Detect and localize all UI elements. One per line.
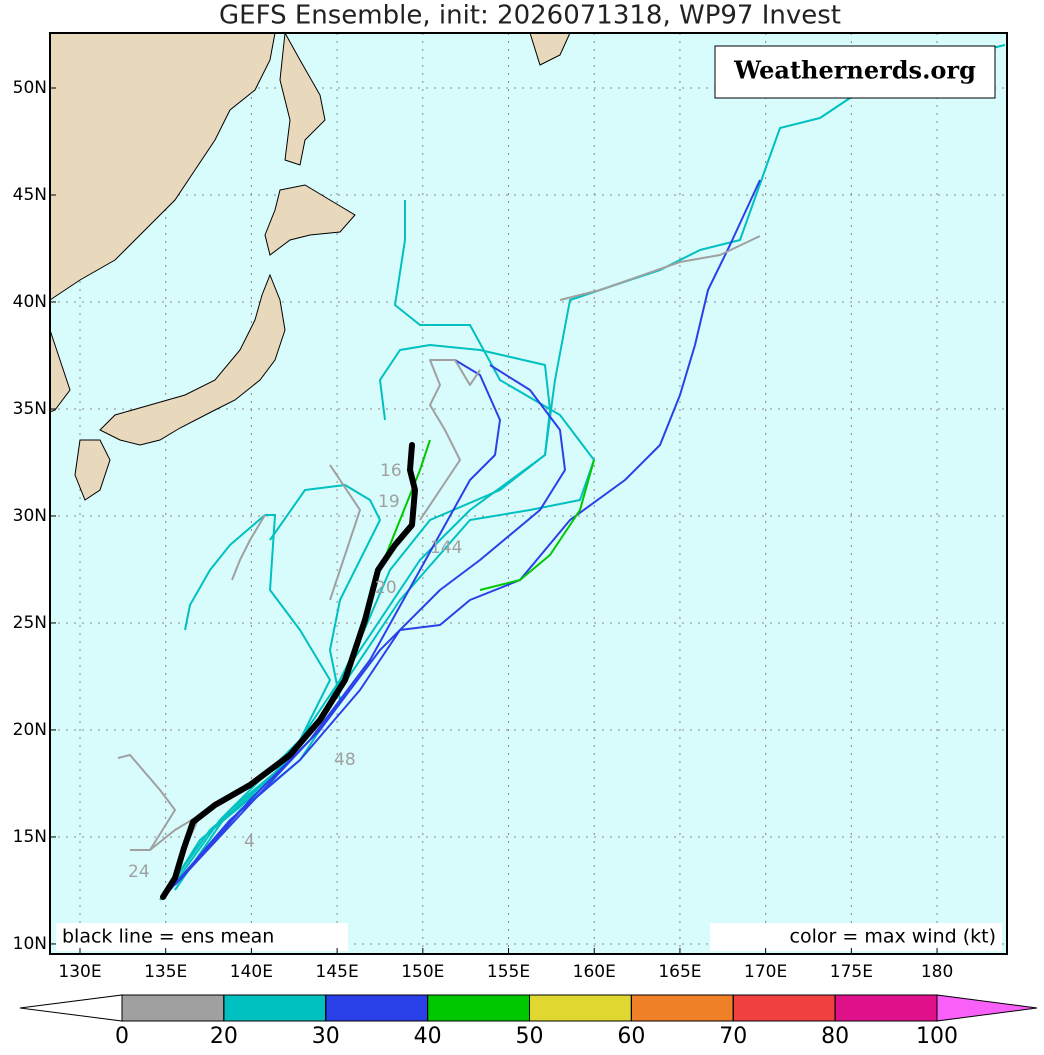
watermark: Weathernerds.org (733, 56, 976, 85)
ocean (50, 33, 1007, 954)
x-tick-label: 145E (316, 962, 359, 982)
track-label: 4 (244, 832, 255, 852)
x-tick-label: 165E (658, 962, 701, 982)
colorbar-segment (834, 994, 938, 1022)
x-tick-label: 160E (573, 962, 616, 982)
x-tick-label: 155E (487, 962, 530, 982)
x-tick-label: 140E (230, 962, 273, 982)
x-tick-label: 135E (144, 962, 187, 982)
colorbar-label: 60 (617, 1024, 645, 1049)
land (49, 31, 571, 501)
colorbar-segment (427, 994, 530, 1022)
colorbar-label: 100 (916, 1024, 958, 1049)
y-tick-label: 20N (13, 720, 47, 740)
note-right: color = max wind (kt) (790, 926, 996, 948)
track-label: 19 (378, 492, 400, 512)
note-box (710, 923, 1002, 951)
track-label: 16 (380, 461, 402, 481)
note-left: black line = ens mean (62, 926, 274, 948)
y-tick-label: 40N (13, 292, 47, 312)
y-tick-label: 10N (13, 934, 47, 954)
y-tick-label: 50N (13, 78, 47, 98)
y-tick-label: 45N (13, 185, 47, 205)
colorbar-label: 80 (821, 1024, 849, 1049)
x-tick-label: 170E (744, 962, 787, 982)
x-tick-label: 150E (401, 962, 444, 982)
track-labels: 16 19 144 20 48 24 4 (128, 461, 462, 882)
track-label: 20 (375, 578, 397, 598)
y-tick-label: 30N (13, 506, 47, 526)
ensemble-mean-track (160, 442, 418, 900)
watermark-box (714, 45, 996, 99)
colorbar-segment (325, 994, 429, 1022)
y-tick-label: 15N (13, 827, 47, 847)
track-label: 24 (128, 862, 150, 882)
x-tick-label: 175E (830, 962, 873, 982)
y-tick-label: 35N (13, 399, 47, 419)
colorbar-label: 50 (516, 1024, 544, 1049)
colorbar-label: 40 (414, 1024, 442, 1049)
map-frame (49, 32, 1008, 955)
colorbar-segment (630, 994, 734, 1022)
title: GEFS Ensemble, init: 2026071318, WP97 In… (219, 1, 841, 31)
colorbar-segment (732, 994, 836, 1022)
colorbar-label: 30 (312, 1024, 340, 1049)
x-tick-label: 130E (58, 962, 101, 982)
track-label: 48 (334, 750, 356, 770)
note-box (56, 923, 348, 951)
colorbar-over (936, 994, 1038, 1022)
x-tick-label: 180 (921, 962, 953, 982)
colorbar-label: 70 (719, 1024, 747, 1049)
track-label: 144 (430, 538, 462, 558)
colorbar-segment (121, 994, 225, 1022)
colorbar-label: 20 (210, 1024, 238, 1049)
colorbar-segment (223, 994, 327, 1022)
colorbar-segment (529, 994, 632, 1022)
y-tick-label: 25N (13, 613, 47, 633)
colorbar-under (19, 994, 123, 1022)
colorbar-label: 0 (115, 1024, 129, 1049)
